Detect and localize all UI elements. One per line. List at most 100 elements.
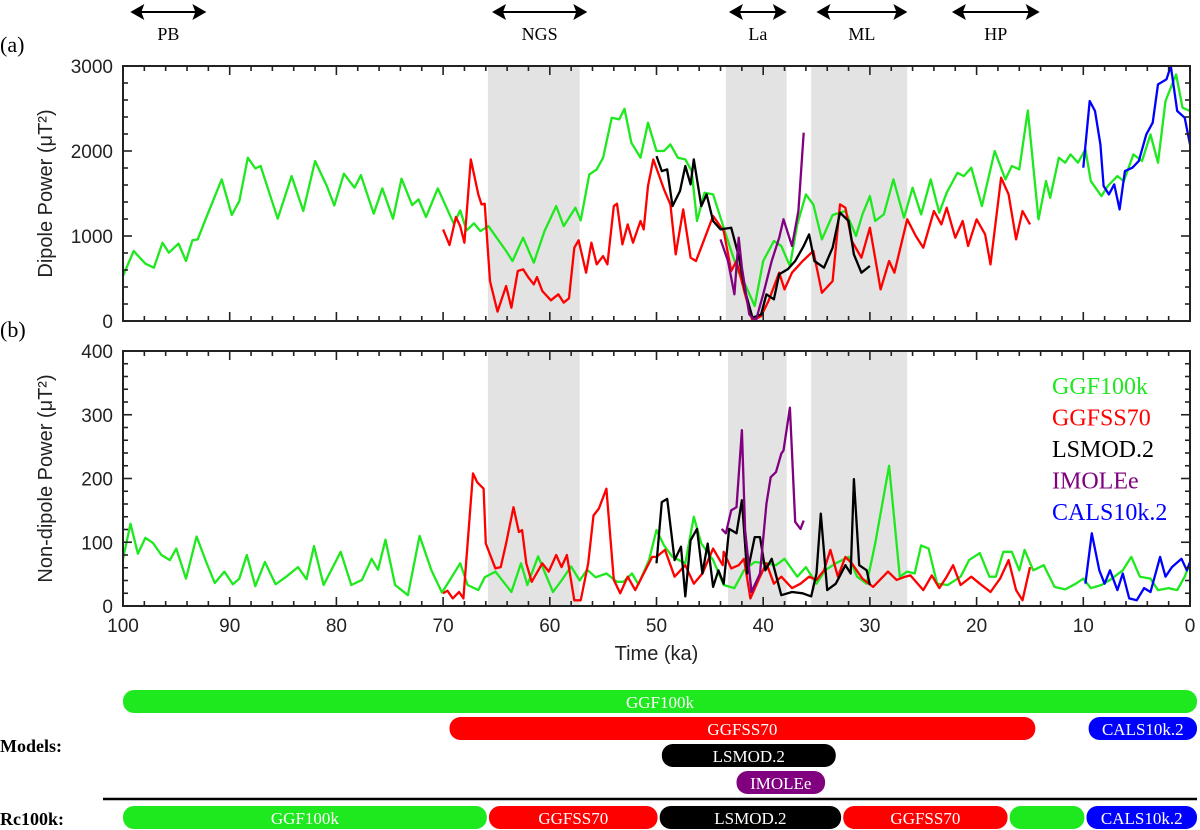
y-tick-label: 0 [102, 312, 113, 333]
arrowhead-left-icon [951, 4, 966, 20]
shaded-interval [487, 66, 580, 321]
coverage-bar [659, 806, 842, 829]
coverage-bar-label: IMOLEe [750, 774, 811, 793]
legend-entry: CALS10k.2 [1052, 500, 1167, 526]
coverage-bar [449, 717, 1036, 740]
arrowhead-left-icon [492, 4, 507, 20]
coverage-bar-label: GGF100k [271, 809, 340, 828]
event-label: ML [848, 24, 875, 44]
series-line-cals10k2 [1082, 64, 1190, 211]
rc100k-segment: LSMOD.2 [659, 806, 842, 829]
coverage-bar [843, 806, 1008, 829]
x-tick-label: 70 [433, 616, 454, 637]
event-pb: PB [130, 4, 207, 44]
coverage-bar-label: LSMOD.2 [713, 747, 785, 766]
y-tick-label: 3000 [71, 57, 113, 78]
coverage-bar [123, 690, 1197, 713]
shaded-interval [487, 351, 580, 606]
coverage-bar-label: GGF100k [626, 693, 695, 712]
coverage-bar-label: GGFSS70 [890, 809, 960, 828]
arrowhead-right-icon [772, 4, 787, 20]
x-tick-label: 40 [753, 616, 774, 637]
rc100k-segment: CALS10k.2 [1086, 806, 1197, 829]
rc100k-row-label: Rc100k: [0, 809, 64, 829]
shaded-interval [727, 351, 787, 606]
x-tick-label: 90 [219, 616, 240, 637]
panel-label: (b) [0, 317, 26, 342]
arrowhead-right-icon [192, 4, 207, 20]
arrowhead-left-icon [816, 4, 831, 20]
coverage-bar [661, 744, 836, 767]
x-axis-label: Time (ka) [615, 643, 699, 665]
x-tick-label: 50 [646, 616, 667, 637]
legend: GGF100k GGFSS70 LSMOD.2 IMOLEe CALS10k.2 [1052, 374, 1167, 526]
coverage-bar-label: GGFSS70 [707, 720, 777, 739]
x-tick-label: 30 [859, 616, 880, 637]
event-ml: ML [816, 4, 908, 44]
coverage-bars: GGF100k GGFSS70 CALS10k.2 LSMOD.2 IMOLEe GGF1… [0, 690, 1197, 829]
y-axis-label: Dipole Power (μT²) [35, 109, 57, 277]
y-tick-label: 400 [81, 342, 113, 363]
arrowhead-left-icon [130, 4, 145, 20]
arrowhead-left-icon [728, 4, 743, 20]
event-label: NGS [522, 24, 558, 44]
shaded-interval [811, 66, 908, 321]
event-markers: PB NGS La ML HP [130, 4, 1040, 44]
series-line-ggfss70 [442, 158, 1032, 321]
legend-entry: LSMOD.2 [1052, 437, 1154, 463]
coverage-bar [736, 771, 826, 794]
x-tick-label: 0 [1185, 616, 1196, 637]
series-line-cals10k2 [1084, 532, 1190, 602]
event-hp: HP [951, 4, 1040, 44]
arrowhead-right-icon [893, 4, 908, 20]
legend-entry: GGF100k [1052, 374, 1148, 400]
arrowhead-right-icon [573, 4, 588, 20]
series-line-imolee [720, 406, 805, 594]
x-tick-label: 10 [1073, 616, 1094, 637]
coverage-bar-label: GGFSS70 [538, 809, 608, 828]
coverage-bar-label: CALS10k.2 [1102, 720, 1184, 739]
rc100k-segment: GGF100k [123, 806, 487, 829]
model-bar: GGF100k [123, 690, 1197, 713]
y-tick-label: 2000 [71, 142, 113, 163]
panel-a: 0 1000 2000 3000 (a) Dipole Power (μT²) [0, 32, 1191, 333]
series-line-ggf100k [123, 73, 1190, 308]
coverage-bar [123, 806, 487, 829]
y-tick-label: 200 [81, 470, 113, 491]
panel-label: (a) [0, 32, 24, 57]
y-tick-label: 1000 [71, 227, 113, 248]
y-tick-label: 0 [102, 597, 113, 618]
rc100k-segment: GGFSS70 [843, 806, 1008, 829]
model-bar: LSMOD.2 [661, 744, 836, 767]
coverage-bar [488, 806, 658, 829]
event-label: PB [157, 24, 179, 44]
y-axis-label: Non-dipole Power (μT²) [35, 374, 57, 582]
model-bar: GGFSS70 [449, 717, 1036, 740]
rc100k-segment: GGFSS70 [488, 806, 658, 829]
coverage-bar-label: LSMOD.2 [714, 809, 786, 828]
event-label: HP [984, 24, 1007, 44]
rc100k-segment [1009, 806, 1085, 829]
event-ngs: NGS [492, 4, 588, 44]
y-tick-label: 300 [81, 406, 113, 427]
x-tick-label: 60 [539, 616, 560, 637]
y-tick-label: 100 [81, 533, 113, 554]
x-tick-label: 20 [966, 616, 987, 637]
model-bar: CALS10k.2 [1088, 717, 1197, 740]
x-tick-label: 80 [326, 616, 347, 637]
event-la: La [728, 4, 787, 44]
x-tick-label: 100 [107, 616, 139, 637]
coverage-bar [1088, 717, 1197, 740]
plot-frame [122, 65, 1191, 322]
coverage-bar [1086, 806, 1197, 829]
series-line-lsmod2 [655, 477, 872, 598]
model-bar: IMOLEe [736, 771, 826, 794]
coverage-bar-label: CALS10k.2 [1101, 809, 1183, 828]
arrowhead-right-icon [1025, 4, 1040, 20]
plot-frame [122, 350, 1191, 607]
series-line-ggf100k [123, 464, 1190, 597]
coverage-bar [1009, 806, 1085, 829]
legend-entry: GGFSS70 [1052, 406, 1151, 432]
